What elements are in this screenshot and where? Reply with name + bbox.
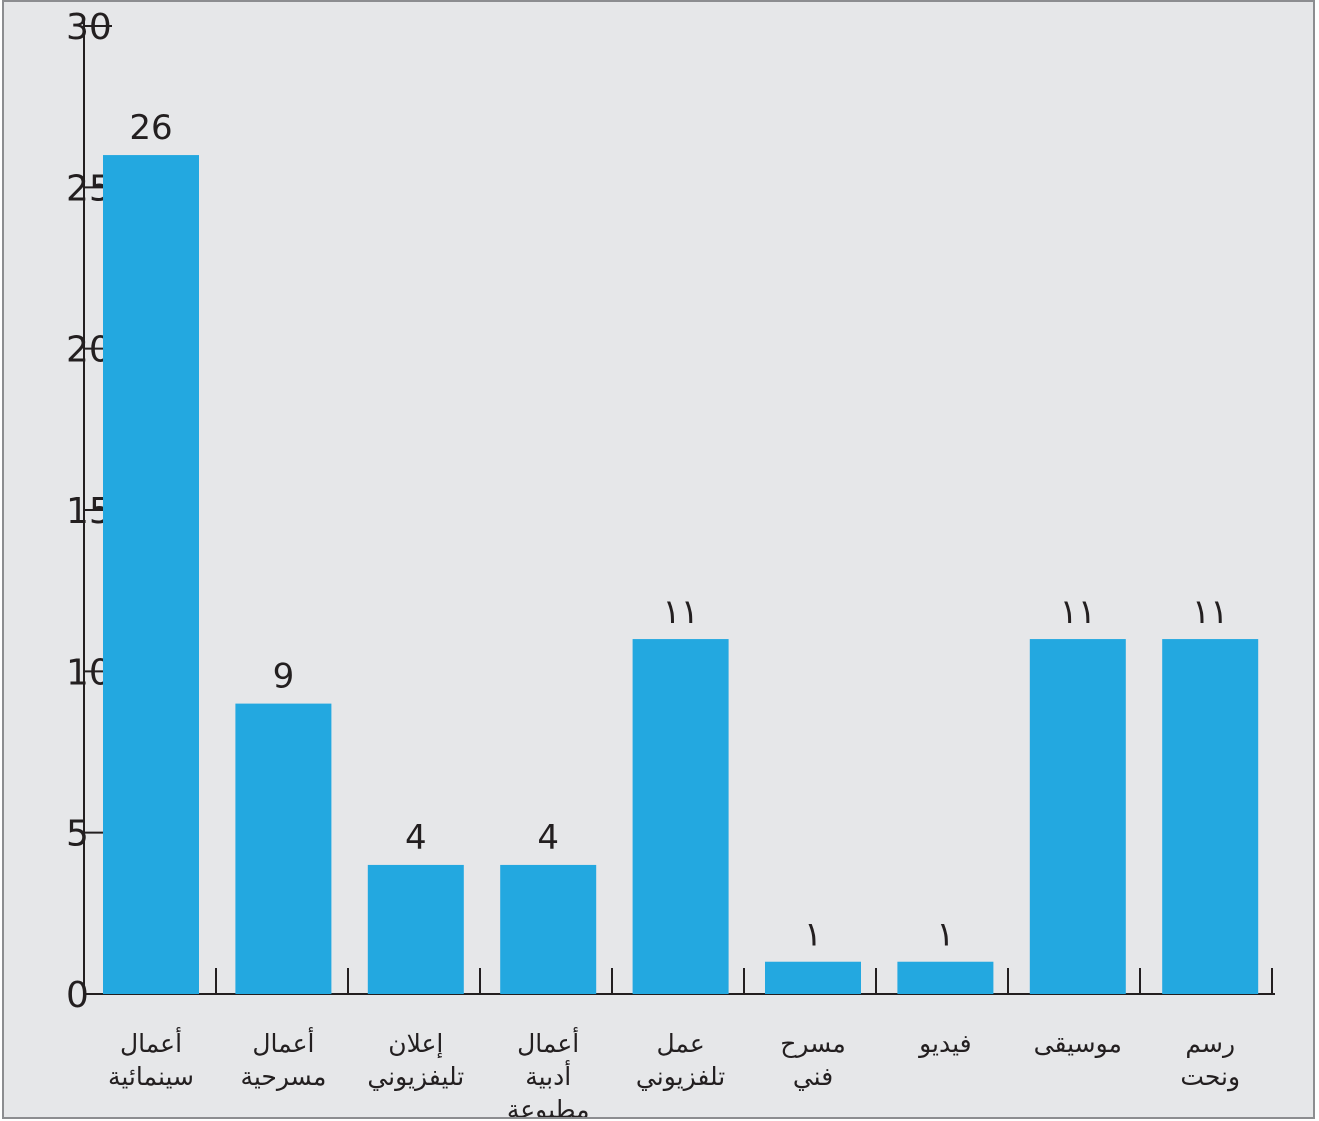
category-label: إعلان bbox=[388, 1029, 443, 1059]
bar bbox=[235, 703, 332, 994]
y-tick-label: 5 bbox=[66, 814, 89, 855]
category-label: تلفزيوني bbox=[636, 1062, 725, 1091]
bar bbox=[1029, 639, 1126, 994]
bar bbox=[103, 155, 199, 995]
data-label: ١ bbox=[936, 915, 954, 955]
category-label: أعمال bbox=[252, 1026, 314, 1058]
data-label: ١ bbox=[804, 915, 822, 955]
data-label: 9 bbox=[273, 657, 295, 697]
data-label: ١١ bbox=[662, 592, 699, 632]
data-label: 26 bbox=[129, 108, 172, 148]
y-tick-label: 30 bbox=[66, 7, 112, 48]
bar bbox=[765, 961, 861, 994]
category-label: مطبوعة bbox=[507, 1095, 590, 1119]
category-label: سينمائية bbox=[108, 1062, 194, 1091]
bars bbox=[103, 155, 1259, 995]
bar bbox=[897, 961, 994, 994]
category-label: ونحت bbox=[1180, 1062, 1240, 1092]
category-label: أعمال bbox=[120, 1026, 182, 1058]
category-label: عمل bbox=[656, 1029, 704, 1058]
bar bbox=[367, 864, 464, 994]
category-label: فني bbox=[793, 1062, 833, 1091]
category-label: فيديو bbox=[917, 1029, 972, 1058]
data-label: 4 bbox=[405, 818, 427, 858]
category-label: موسيقى bbox=[1034, 1029, 1122, 1058]
bar bbox=[632, 639, 729, 994]
data-label: ١١ bbox=[1060, 592, 1097, 632]
y-tick-label: 0 bbox=[66, 975, 89, 1016]
bar bbox=[500, 864, 597, 994]
category-label: أعمال bbox=[517, 1026, 579, 1058]
category-label: مسرحية bbox=[240, 1062, 326, 1091]
category-label: مسرح bbox=[780, 1029, 846, 1058]
category-label: رسم bbox=[1185, 1029, 1235, 1059]
category-labels: أعمال سينمائية أعمال مسرحية إعلان تليفزيوني أع… bbox=[108, 1026, 1240, 1119]
data-label: ١١ bbox=[1192, 592, 1229, 632]
bar bbox=[1162, 639, 1259, 994]
category-label: تليفزيوني bbox=[367, 1062, 464, 1091]
data-label: 4 bbox=[537, 818, 559, 858]
category-label: أدبية bbox=[525, 1059, 571, 1091]
